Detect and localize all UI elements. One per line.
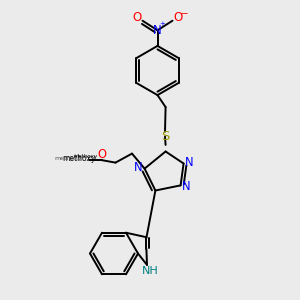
Text: N: N xyxy=(134,160,143,174)
Text: NH: NH xyxy=(142,266,158,277)
Text: O: O xyxy=(133,11,142,24)
Text: O: O xyxy=(98,148,106,161)
Text: methoxy: methoxy xyxy=(74,154,98,159)
Text: methoxy: methoxy xyxy=(54,156,82,161)
Text: O: O xyxy=(174,11,183,24)
Text: N: N xyxy=(182,179,190,193)
Text: −: − xyxy=(180,9,189,19)
Text: N: N xyxy=(185,156,193,169)
Text: +: + xyxy=(159,21,165,27)
Text: S: S xyxy=(161,130,169,143)
Text: methoxy: methoxy xyxy=(62,154,96,163)
Text: N: N xyxy=(153,24,162,37)
